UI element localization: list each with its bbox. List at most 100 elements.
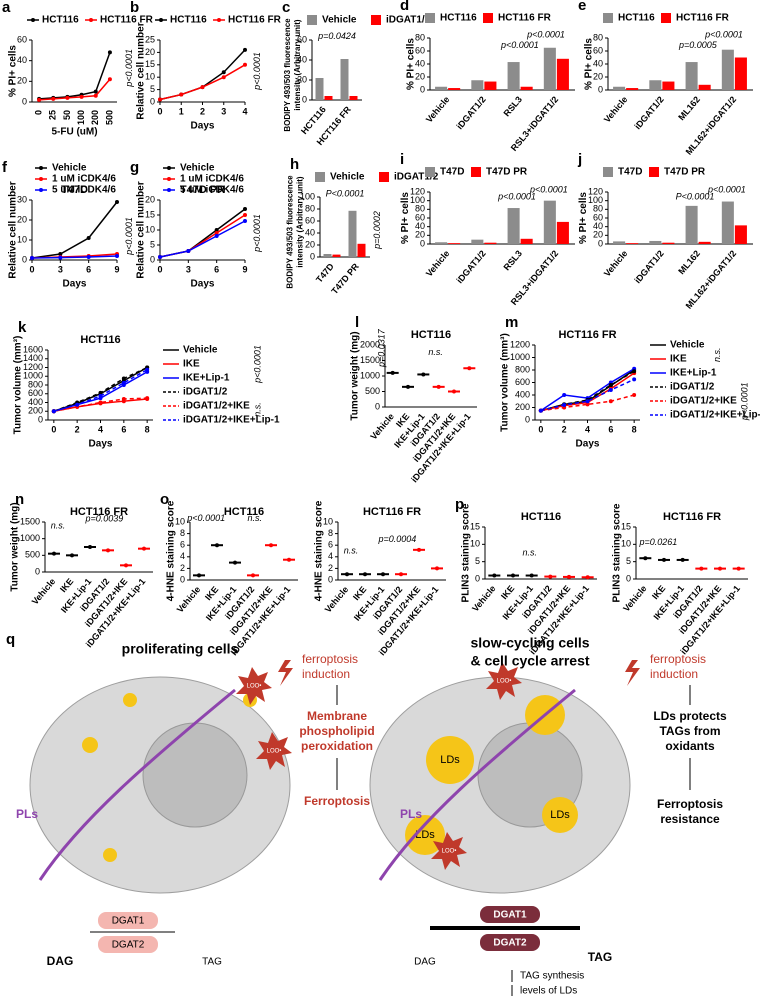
enzyme <box>480 906 540 923</box>
legend-swatch <box>39 166 43 170</box>
induction: induction <box>302 667 350 681</box>
legend-swatch <box>379 172 389 182</box>
annotation: p<0.0001 <box>526 29 565 39</box>
point <box>58 255 63 260</box>
y-tick-label: 40 <box>415 58 425 68</box>
legend-label: HCT116 FR <box>498 13 552 24</box>
legend-swatch <box>371 15 381 25</box>
bar <box>507 208 520 244</box>
chart-title: HCT116 <box>224 506 264 518</box>
legend-label: iDGAT1/2 <box>183 387 228 398</box>
annotation: n.s. <box>523 547 538 557</box>
mean-point <box>52 551 56 556</box>
point <box>632 369 637 374</box>
bar <box>348 210 357 257</box>
point <box>98 400 103 405</box>
bar <box>626 243 639 244</box>
legend-label: 1 uM iCDK4/6 <box>52 174 116 185</box>
induction: ferroptosis <box>302 652 358 666</box>
y-tick-label: 200 <box>515 402 530 412</box>
chart-title: HCT116 FR <box>663 511 721 523</box>
y-tick-label: 60 <box>593 45 603 55</box>
line <box>53 397 148 412</box>
legend-swatch <box>31 18 35 22</box>
lipid-droplet <box>426 736 474 784</box>
point <box>115 254 119 258</box>
y-tick-label: 20 <box>297 74 307 84</box>
y-tick-label: 40 <box>593 58 603 68</box>
legend-label: 5 uM iCDK4/6 <box>52 185 116 196</box>
bar <box>698 84 711 90</box>
lipid-droplet <box>542 797 578 833</box>
y-tick-label: 2 <box>328 563 333 573</box>
chart-title: HCT116 <box>521 511 561 523</box>
y-tick-label: 0 <box>420 84 425 94</box>
panel-label: o <box>160 491 169 508</box>
outcome: Ferroptosis <box>304 794 370 808</box>
x-axis-label: Days <box>63 279 87 290</box>
y-tick-label: 0 <box>310 251 315 261</box>
mean-point <box>421 372 426 377</box>
y-tick-label: 1500 <box>360 355 380 365</box>
panel-label: b <box>130 0 139 16</box>
annotation: p=0.0005 <box>678 40 718 50</box>
y-axis-label: % PI+ cells <box>8 45 19 97</box>
droplet-label: LDs <box>550 809 570 821</box>
legend-swatch <box>603 167 613 177</box>
point <box>145 367 150 372</box>
y-axis-label: Relative cell number <box>136 181 147 278</box>
point <box>86 236 91 240</box>
point <box>93 89 98 94</box>
annotation: p<0.0001 <box>707 184 746 194</box>
bar <box>721 49 734 90</box>
y-tick-label: 80 <box>305 203 315 213</box>
x-tick-label: 2 <box>75 424 80 434</box>
y-tick-label: 15 <box>470 521 480 531</box>
mean-point <box>345 572 349 577</box>
panel-label: p <box>455 496 464 513</box>
y-tick-label: 1600 <box>23 344 43 354</box>
legend-swatch <box>167 188 171 192</box>
point <box>608 383 613 387</box>
x-tick-label: iDGAT1/2 <box>632 94 665 131</box>
legend-label: IKE+Lip-1 <box>670 368 717 379</box>
effect: TAG synthesis <box>520 971 584 982</box>
annotation: p<0.0001 <box>529 184 568 194</box>
x-tick-label: iDGAT1/2 <box>454 94 487 131</box>
product: TAG <box>202 957 222 968</box>
y-tick-label: 120 <box>588 186 603 196</box>
x-tick-label: 0 <box>33 110 43 115</box>
y-tick-label: 0 <box>35 566 40 576</box>
mean-point <box>197 573 201 578</box>
y-tick-label: 30 <box>17 194 27 204</box>
mean-point <box>467 366 472 371</box>
annotation: n.s. <box>712 347 722 362</box>
y-tick-label: 40 <box>305 227 315 237</box>
y-tick-label: 40 <box>17 55 27 65</box>
y-tick-label: 20 <box>415 71 425 81</box>
x-tick-label: Vehicle <box>470 583 498 613</box>
y-axis-label: Tumor weight (mg) <box>10 502 21 591</box>
bar <box>435 242 448 244</box>
y-tick-label: 10 <box>17 234 27 244</box>
y-tick-label: 20 <box>145 47 155 57</box>
legend-swatch <box>89 18 93 22</box>
legend-label: iDGAT1/2 <box>670 382 715 393</box>
x-tick-label: 3 <box>58 264 63 274</box>
legend-label: iDGAT1/2+IKE <box>183 401 250 412</box>
point <box>58 252 63 256</box>
oxidant-star <box>431 832 467 870</box>
y-tick-label: 2 <box>180 563 185 573</box>
process: TAGs from <box>659 724 720 738</box>
mean-point <box>251 573 255 578</box>
y-tick-label: 4 <box>328 551 333 561</box>
panel-label: i <box>400 151 404 168</box>
annotation: p<0.0001 <box>124 49 134 88</box>
legend-label: IKE+Lip-1 <box>183 373 230 384</box>
point <box>79 94 84 99</box>
chart-title: HCT116 <box>80 334 120 346</box>
x-tick-label: 4 <box>585 424 590 434</box>
panel-label: h <box>290 156 299 173</box>
substrate: DAG <box>47 954 74 968</box>
